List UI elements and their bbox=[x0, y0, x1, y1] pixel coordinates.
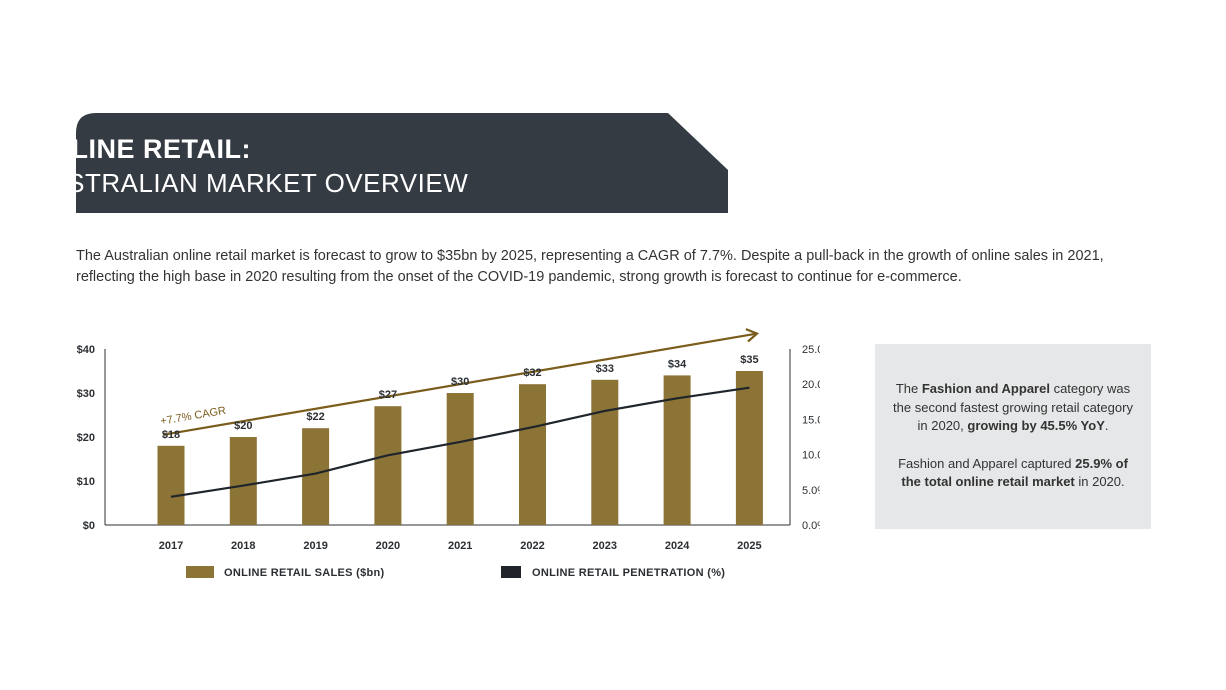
legend-label-penetration: ONLINE RETAIL PENETRATION (%) bbox=[532, 567, 725, 579]
chart-legend: ONLINE RETAIL SALES ($bn) ONLINE RETAIL P… bbox=[186, 566, 725, 579]
x-tick-label: 2022 bbox=[520, 540, 544, 552]
x-tick-label: 2019 bbox=[303, 540, 327, 552]
legend-label-sales: ONLINE RETAIL SALES ($bn) bbox=[224, 567, 385, 579]
bar-value-label: $32 bbox=[523, 367, 541, 379]
y-tick-label-right: 10.0% bbox=[802, 450, 820, 462]
callout-text: Fashion and Apparel captured bbox=[898, 455, 1076, 471]
callout-highlight: Fashion and Apparel bbox=[921, 381, 1050, 396]
y-tick-label-right: 25.0% bbox=[802, 344, 820, 356]
header-background bbox=[76, 113, 728, 213]
bar bbox=[374, 406, 402, 525]
cagr-arrow-head bbox=[745, 328, 760, 343]
x-tick-label: 2024 bbox=[665, 540, 690, 552]
bar bbox=[446, 393, 474, 525]
cagr-arrow-line bbox=[162, 332, 758, 436]
bar-value-label: $20 bbox=[234, 420, 252, 432]
y-tick-label-left: $30 bbox=[77, 388, 95, 400]
bar-value-label: $30 bbox=[451, 376, 469, 388]
cagr-annotation-label: +7.7% CAGR bbox=[159, 405, 226, 428]
x-tick-label: 2017 bbox=[159, 540, 183, 552]
y-tick-label-left: $10 bbox=[77, 476, 95, 488]
bar-value-label: $27 bbox=[379, 389, 397, 401]
x-tick-label: 2023 bbox=[593, 540, 617, 552]
page-title: ONLINE RETAIL: bbox=[30, 134, 251, 164]
bar bbox=[157, 445, 185, 525]
callout-text: in 2020. bbox=[1074, 474, 1125, 489]
bar-value-label: $34 bbox=[668, 358, 687, 370]
callout-highlight: 25.9% of the total online retail market bbox=[901, 455, 1128, 490]
legend-swatch-sales bbox=[186, 566, 214, 578]
bar-value-label: $33 bbox=[596, 363, 614, 375]
bar bbox=[229, 437, 257, 525]
chart-bars bbox=[157, 371, 763, 525]
x-tick-label: 2021 bbox=[448, 540, 472, 552]
x-tick-label: 2025 bbox=[737, 540, 761, 552]
callout-text: . bbox=[1104, 418, 1109, 433]
y-tick-label-left: $40 bbox=[77, 344, 95, 356]
intro-paragraph: The Australian online retail market is f… bbox=[76, 248, 1104, 285]
sales-chart: $0 $10 $20 $30 $40 0.0% 5.0% 10.0% 15.0% 20.0% 25.… bbox=[77, 328, 820, 579]
y-tick-label-right: 20.0% bbox=[802, 379, 820, 391]
bar-value-label: $22 bbox=[306, 411, 324, 423]
callout-paragraph-1: The Fashion and Apparel category was the… bbox=[875, 380, 1151, 436]
bar bbox=[735, 371, 763, 525]
y-tick-label-right: 5.0% bbox=[802, 485, 820, 497]
callout-highlight: growing by 45.5% YoY bbox=[967, 418, 1105, 433]
bar bbox=[519, 384, 546, 525]
penetration-line bbox=[170, 386, 750, 498]
callout-text: category was the second fastest growing … bbox=[893, 381, 1133, 433]
bar-value-label: $18 bbox=[162, 429, 180, 441]
chart-line bbox=[162, 328, 760, 498]
callout-box: The Fashion and Apparel category was the… bbox=[875, 344, 1151, 529]
callout-paragraph-2: Fashion and Apparel captured 25.9% of th… bbox=[875, 455, 1151, 492]
header-banner bbox=[76, 113, 728, 213]
legend-swatch-penetration bbox=[501, 566, 521, 578]
y-tick-label-left: $0 bbox=[83, 520, 95, 532]
callout-text: The bbox=[895, 381, 922, 396]
x-tick-label: 2020 bbox=[376, 540, 400, 552]
bar bbox=[302, 428, 330, 525]
bar bbox=[591, 379, 619, 525]
y-tick-label-left: $20 bbox=[77, 432, 95, 444]
x-tick-label: 2018 bbox=[231, 540, 255, 552]
y-tick-label-right: 0.0% bbox=[802, 520, 820, 532]
y-tick-label-right: 15.0% bbox=[802, 414, 820, 426]
page-subtitle: AUSTRALIAN MARKET OVERVIEW bbox=[30, 168, 469, 198]
bar-value-label: $35 bbox=[740, 354, 758, 366]
